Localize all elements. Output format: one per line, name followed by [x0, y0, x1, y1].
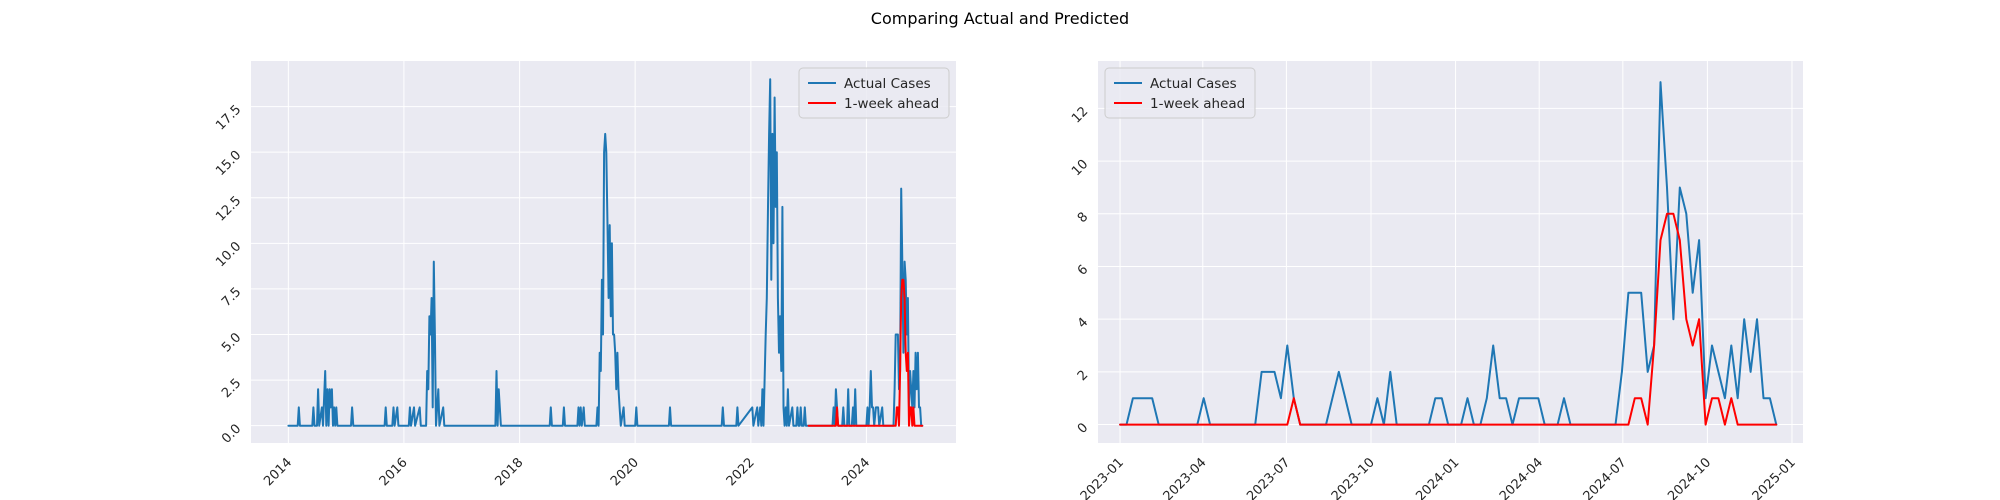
x-tick-label: 2024-10	[1665, 455, 1714, 500]
right-chart-panel: 2023-01 2023-04 2023-07 2023-10 2024-01 2024-…	[1069, 61, 1803, 500]
series-group	[1119, 81, 1778, 426]
x-tick-label: 2024-04	[1497, 455, 1546, 500]
y-tick-label: 17.5	[213, 102, 244, 133]
y-tick-label: 0.0	[219, 421, 244, 446]
x-tick-label: 2023-10	[1329, 455, 1378, 500]
y-tick-label: 8	[1075, 210, 1091, 226]
y-tick-label: 12.5	[213, 194, 244, 225]
legend-label: Actual Cases	[844, 76, 931, 92]
y-tick-label: 0	[1075, 420, 1091, 436]
series-line-1-week-ahead	[1119, 212, 1778, 426]
y-tick-label: 6	[1075, 262, 1091, 278]
x-tick-label: 2024-07	[1581, 455, 1630, 500]
x-tick-label: 2016	[377, 455, 411, 489]
x-tick-label: 2024-01	[1413, 455, 1462, 500]
series-line-actual-cases	[287, 78, 924, 427]
legend-label: Actual Cases	[1150, 76, 1237, 92]
y-tick-label: 7.5	[219, 285, 244, 310]
x-tick-label: 2023-07	[1244, 455, 1293, 500]
x-tick-label: 2022	[724, 455, 758, 489]
legend: Actual Cases 1-week ahead	[1104, 67, 1256, 119]
y-tick-label: 12	[1069, 104, 1091, 126]
series-line-actual-cases	[1119, 81, 1778, 426]
series-line-1-week-ahead	[807, 278, 924, 427]
x-tick-label: 2023-04	[1161, 455, 1210, 500]
y-tick-label: 2	[1075, 368, 1091, 384]
x-tick-label: 2025-01	[1750, 455, 1799, 500]
legend-label: 1-week ahead	[844, 96, 939, 112]
y-tick-label: 10.0	[213, 239, 244, 270]
x-tick-label: 2023-01	[1078, 455, 1127, 500]
y-tick-label: 10	[1069, 157, 1091, 179]
legend-frame	[798, 67, 950, 119]
x-tick-label: 2020	[608, 455, 642, 489]
x-tick-label: 2024	[839, 455, 873, 489]
x-tick-label: 2014	[261, 455, 295, 489]
y-tick-label: 15.0	[213, 148, 244, 179]
plot-area	[1098, 61, 1803, 443]
series-group	[287, 78, 924, 427]
legend-frame	[1104, 67, 1256, 119]
legend: Actual Cases 1-week ahead	[798, 67, 950, 119]
x-tick-label: 2018	[492, 455, 526, 489]
y-tick-label: 4	[1075, 315, 1091, 331]
y-tick-label: 5.0	[219, 330, 244, 355]
y-tick-label: 2.5	[219, 376, 244, 401]
left-chart-panel: 2014 2016 2018 2020 2022 2024 0.0 2.5 5.0 7.5 10.0…	[213, 61, 956, 489]
legend-label: 1-week ahead	[1150, 96, 1245, 112]
figure-title: Comparing Actual and Predicted	[871, 9, 1129, 28]
